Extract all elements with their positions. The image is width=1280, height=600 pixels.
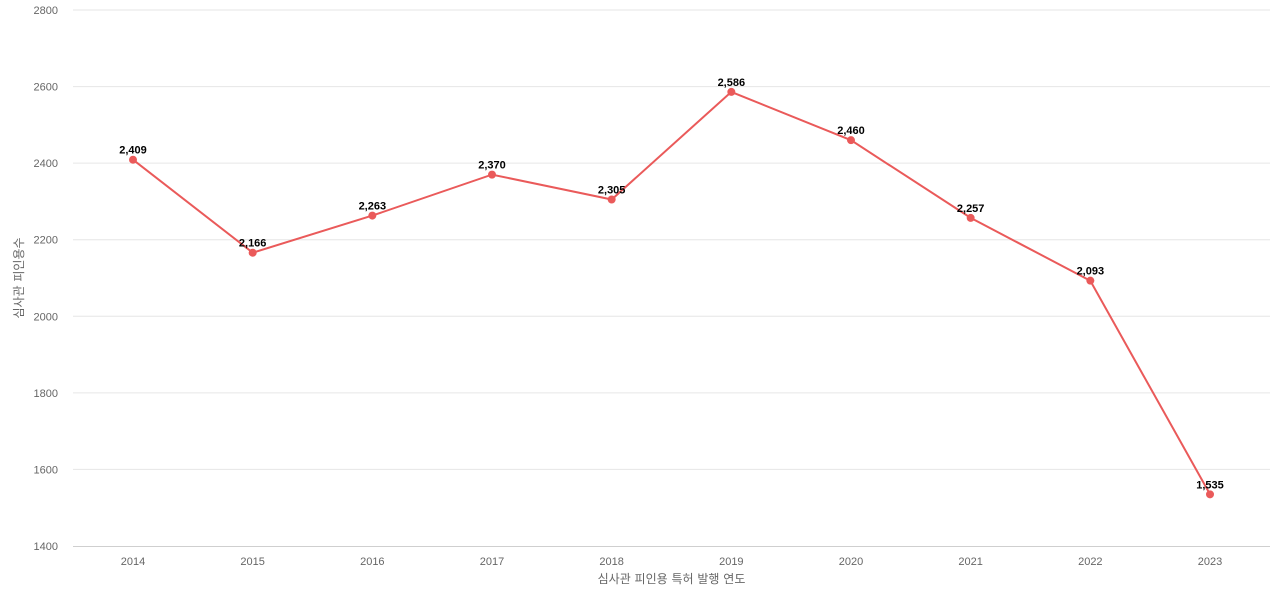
data-label: 2,263	[359, 201, 387, 213]
y-axis-title: 심사관 피인용수	[12, 237, 26, 318]
x-tick-label: 2023	[1198, 556, 1222, 568]
y-tick-label: 1400	[34, 541, 58, 553]
data-point	[488, 170, 496, 179]
y-tick-label: 2600	[34, 82, 58, 94]
data-labels: 2,409 2,166 2,263 2,370 2,305 2,586 2,460 2,257…	[119, 77, 1224, 491]
data-point	[607, 195, 616, 204]
data-point	[368, 211, 377, 220]
x-tick-label: 2022	[1078, 556, 1102, 568]
data-label: 2,409	[119, 145, 147, 157]
x-tick-label: 2014	[121, 556, 145, 568]
x-axis-title: 심사관 피인용 특허 발행 연도	[598, 571, 746, 586]
data-points	[129, 87, 1214, 499]
data-label: 2,093	[1077, 266, 1105, 278]
data-label: 2,166	[239, 238, 267, 250]
x-axis-ticks: 2014 2015 2016 2017 2018 2019 2020 2021 2022 2023	[121, 556, 1222, 568]
data-label: 2,370	[478, 160, 506, 172]
data-point	[847, 136, 855, 145]
x-tick-label: 2015	[240, 556, 264, 568]
gridlines	[73, 9, 1270, 470]
data-point	[248, 248, 257, 257]
data-label: 1,535	[1196, 479, 1224, 491]
x-tick-label: 2019	[719, 556, 743, 568]
data-label: 2,460	[837, 125, 865, 137]
data-point	[129, 155, 137, 164]
x-tick-label: 2017	[480, 556, 504, 568]
y-tick-label: 2200	[34, 235, 58, 247]
series-line	[132, 90, 1211, 495]
data-point	[966, 213, 975, 222]
y-tick-label: 1600	[34, 464, 58, 476]
x-tick-label: 2020	[839, 556, 863, 568]
data-label: 2,586	[718, 77, 746, 89]
data-label: 2,257	[957, 203, 985, 215]
x-tick-label: 2018	[599, 556, 623, 568]
y-tick-label: 2800	[34, 5, 58, 17]
data-label: 2,305	[598, 185, 626, 197]
data-point	[1206, 490, 1214, 499]
data-point	[1086, 276, 1095, 285]
x-tick-label: 2021	[958, 556, 982, 568]
y-tick-label: 2400	[34, 158, 58, 170]
y-tick-label: 1800	[34, 388, 58, 400]
data-point	[727, 87, 736, 96]
x-tick-label: 2016	[360, 556, 384, 568]
y-tick-label: 2000	[34, 311, 58, 323]
y-axis-ticks: 1400 1600 1800 2000 2200 2400 2600 2800	[34, 5, 58, 553]
